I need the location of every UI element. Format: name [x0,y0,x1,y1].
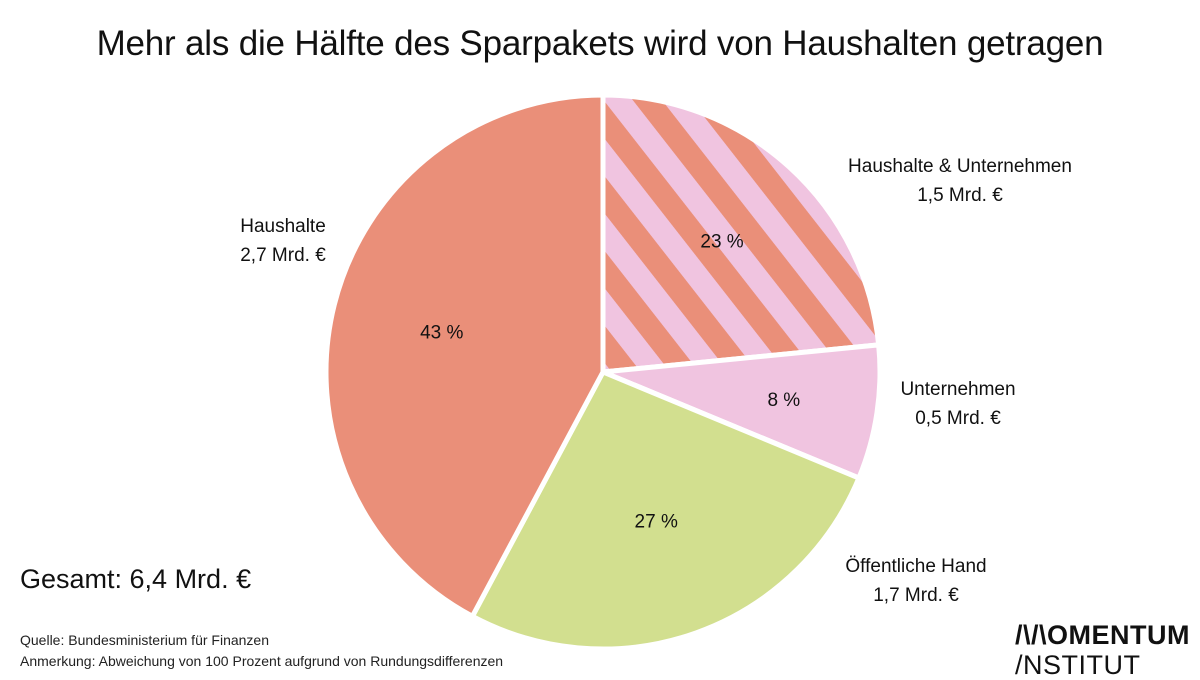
pie-slice-unternehmen [602,342,883,482]
percent-label-haushalte: 43 % [420,323,463,344]
total-label: Gesamt: 6,4 Mrd. € [20,564,252,594]
momentum-institut-logo: /\/\OMENTUM /NSTITUT [1015,620,1190,680]
slice-name-haushalte: Haushalte [240,216,326,237]
slice-name-oeffentliche-hand: Öffentliche Hand [845,556,986,577]
slice-amount-oeffentliche-hand: 1,7 Mrd. € [873,585,959,606]
source-note: Quelle: Bundesministerium für Finanzen [20,632,270,648]
pie-slice-oeffentliche-hand [469,368,863,652]
slice-name-haushalte-und-unternehmen: Haushalte & Unternehmen [848,156,1072,177]
pie-slice-haushalte-und-unternehmen [600,92,882,375]
percent-label-haushalte-und-unternehmen: 23 % [700,232,743,253]
slice-amount-haushalte: 2,7 Mrd. € [240,245,326,266]
chart-title: Mehr als die Hälfte des Sparpakets wird … [96,24,1104,63]
rounding-note: Anmerkung: Abweichung von 100 Prozent au… [20,653,504,669]
logo-line-1: /\/\OMENTUM [1015,620,1190,650]
logo-line-2: /NSTITUT [1015,650,1141,680]
slice-amount-haushalte-und-unternehmen: 1,5 Mrd. € [917,185,1003,206]
slice-name-unternehmen: Unternehmen [900,379,1015,400]
percent-label-oeffentliche-hand: 27 % [635,512,678,533]
percent-label-unternehmen: 8 % [767,390,800,411]
pie-slice-haushalte [323,92,606,620]
slice-amount-unternehmen: 0,5 Mrd. € [915,408,1001,429]
